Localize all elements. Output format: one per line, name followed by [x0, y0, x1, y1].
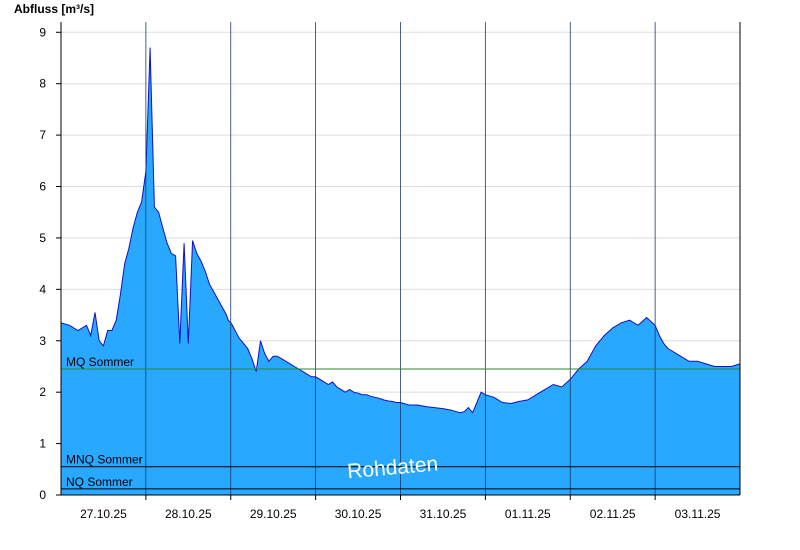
x-tick-label: 31.10.25 [420, 507, 467, 521]
y-tick-label: 6 [39, 180, 46, 194]
y-tick-label: 1 [39, 437, 46, 451]
x-tick-label: 02.11.25 [590, 507, 636, 521]
x-ticks: 27.10.25 28.10.25 29.10.25 30.10.25 31.10.25… [80, 495, 721, 521]
reference-lines: MQ Sommer MNQ Sommer NQ Sommer [61, 355, 740, 490]
x-tick-label: 03.11.25 [675, 507, 721, 521]
reference-label: NQ Sommer [66, 475, 133, 489]
x-tick-label: 30.10.25 [335, 507, 382, 521]
x-tick-label: 28.10.25 [165, 507, 212, 521]
discharge-line [60, 47, 741, 414]
x-tick-label: 27.10.25 [80, 507, 127, 521]
y-tick-label: 7 [39, 128, 46, 142]
y-tick-label: 5 [39, 231, 46, 245]
x-tick-label: 29.10.25 [250, 507, 297, 521]
y-tick-label: 8 [39, 77, 46, 91]
x-tick-label: 01.11.25 [505, 507, 551, 521]
reference-label: MNQ Sommer [66, 453, 143, 467]
day-separator-lines [145, 22, 656, 495]
reference-label: MQ Sommer [66, 355, 134, 369]
y-tick-label: 3 [39, 334, 46, 348]
y-tick-label: 0 [39, 488, 46, 502]
y-axis-label: Abfluss [m³/s] [14, 2, 94, 16]
y-tick-label: 2 [39, 385, 46, 399]
y-tick-label: 9 [39, 25, 46, 39]
y-ticks: 0 1 2 3 4 5 6 7 8 9 [39, 25, 61, 502]
y-tick-label: 4 [39, 282, 46, 296]
